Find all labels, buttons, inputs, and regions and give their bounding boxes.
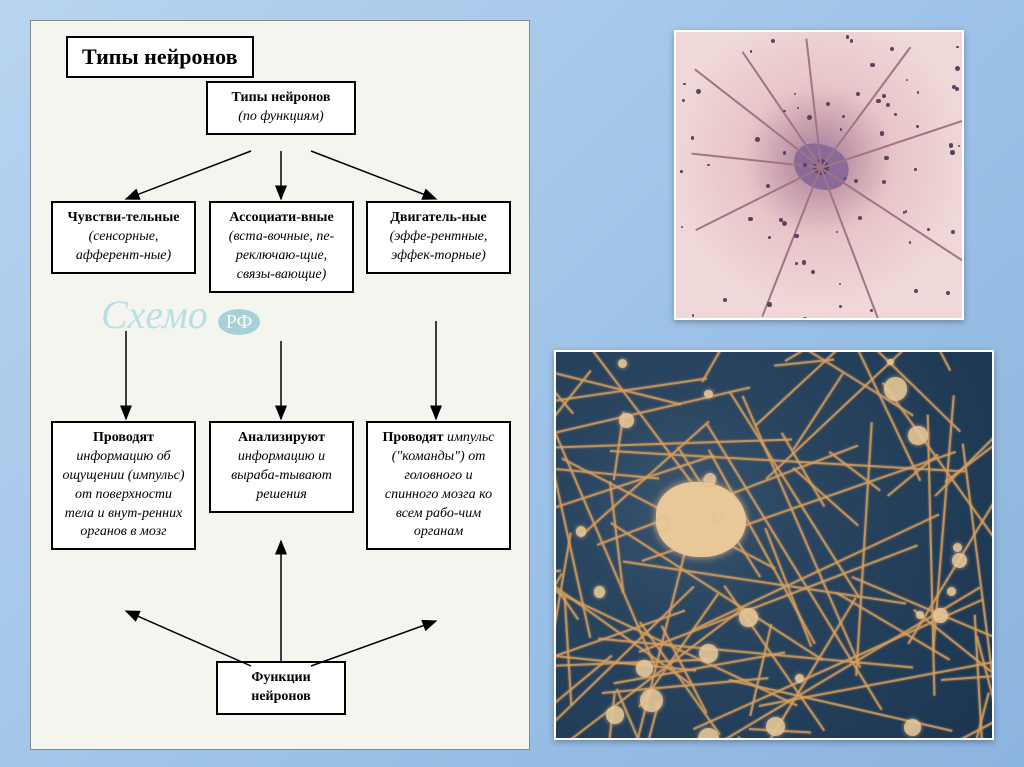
node-func-motor-bold: Проводят: [383, 430, 444, 445]
watermark-text: Схемо: [101, 292, 208, 337]
node-associative: Ассоциати-вные (вста-вочные, пе-реключаю…: [209, 201, 354, 293]
node-sensory-italic: (сенсорные, афферент-ные): [76, 229, 171, 263]
neuron-micrograph-image: [674, 30, 964, 320]
watermark-suffix: РФ: [218, 309, 261, 335]
node-func-associative-bold: Анализируют: [238, 430, 325, 445]
node-func-associative: Анализируют информацию и выраба-тывают р…: [209, 421, 354, 513]
node-top-italic: (по функциям): [238, 109, 323, 124]
node-sensory-bold: Чувстви-тельные: [68, 210, 180, 225]
node-associative-italic: (вста-вочные, пе-реключаю-щие, связы-ваю…: [229, 229, 334, 282]
node-bottom-bold: Функции нейронов: [251, 670, 310, 704]
watermark: Схемо РФ: [101, 291, 260, 338]
node-associative-bold: Ассоциати-вные: [229, 210, 333, 225]
node-func-motor: Проводят импульс ("команды") от головног…: [366, 421, 511, 550]
node-motor-bold: Двигатель-ные: [390, 210, 486, 225]
node-motor: Двигатель-ные (эффе-рентные, эффек-торны…: [366, 201, 511, 274]
node-func-associative-italic: информацию и выраба-тывают решения: [231, 449, 332, 502]
node-top: Типы нейронов (по функциям): [206, 81, 356, 135]
neuron-network-image: [554, 350, 994, 740]
node-func-sensory: Проводят информацию об ощущении (импульс…: [51, 421, 196, 550]
node-func-sensory-bold: Проводят: [93, 430, 154, 445]
diagram-title: Типы нейронов: [66, 36, 254, 78]
flowchart-panel: Типы нейронов Типы нейронов (по функциям…: [30, 20, 530, 750]
node-top-bold: Типы нейронов: [232, 90, 331, 105]
node-func-sensory-italic: информацию об ощущении (импульс) от пове…: [63, 449, 185, 540]
node-sensory: Чувстви-тельные (сенсорные, афферент-ные…: [51, 201, 196, 274]
node-motor-italic: (эффе-рентные, эффек-торные): [390, 229, 488, 263]
node-bottom: Функции нейронов: [216, 661, 346, 715]
node-func-motor-italic: импульс ("команды") от головного и спинн…: [385, 430, 495, 539]
